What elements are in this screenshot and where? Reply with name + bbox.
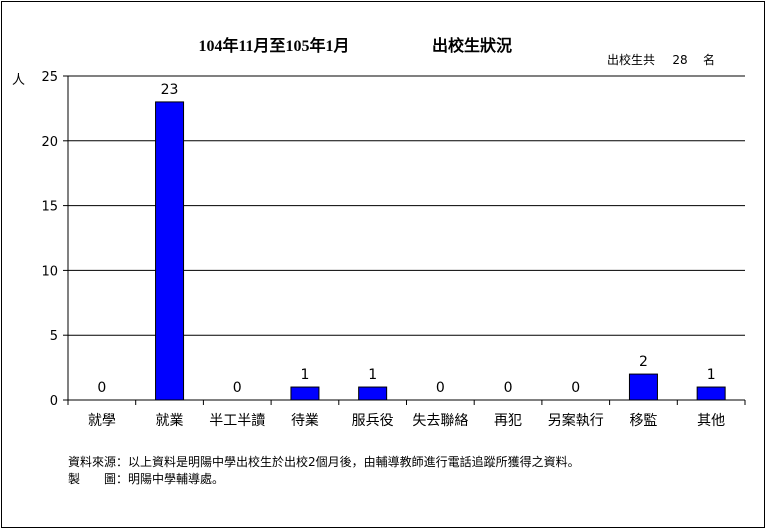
bar (358, 386, 388, 401)
y-tick-label: 10 (41, 264, 58, 279)
data-label: 2 (639, 354, 648, 370)
x-tick-label: 服兵役 (352, 413, 394, 429)
maker-note: 製 圖：明陽中學輔導處。 (68, 471, 224, 486)
chart-title: 104年11月至105年1月 (198, 36, 349, 55)
data-label: 0 (436, 380, 445, 396)
data-label: 0 (97, 380, 106, 396)
y-axis-label: 人 (12, 73, 25, 88)
x-tick-label: 另案執行 (548, 412, 604, 429)
total-value: 28 (672, 53, 687, 67)
bar (628, 373, 658, 401)
axes (63, 75, 746, 405)
y-tick-label: 0 (50, 394, 58, 409)
x-tick-labels: 就學 就業 半工半讀 待業 服兵役 失去聯絡 再犯 另案執行 移監 其他 (88, 412, 725, 429)
data-label: 0 (504, 380, 513, 396)
source-note: 資料來源：以上資料是明陽中學出校生於出校2個月後，由輔導教師進行電話追蹤所獲得之… (68, 454, 580, 469)
y-tick-labels: 0 5 10 15 20 25 (41, 70, 58, 409)
y-tick-label: 5 (50, 329, 58, 344)
data-label: 1 (707, 367, 716, 383)
x-tick-label: 其他 (697, 413, 725, 429)
x-tick-label: 就業 (156, 413, 184, 429)
data-label: 0 (571, 380, 580, 396)
data-labels: 0 23 0 1 1 0 0 0 2 1 (97, 82, 715, 396)
total-unit: 名 (703, 52, 715, 67)
y-tick-label: 20 (41, 135, 58, 150)
data-label: 1 (368, 367, 377, 383)
data-label: 1 (300, 367, 309, 383)
x-tick-label: 待業 (291, 413, 319, 429)
data-label: 23 (161, 82, 179, 98)
x-tick-label: 失去聯絡 (412, 413, 468, 429)
x-tick-label: 半工半讀 (209, 413, 265, 429)
total-label: 出校生共 (607, 52, 655, 67)
y-tick-label: 25 (41, 70, 58, 85)
x-tick-label: 移監 (629, 412, 657, 429)
bar (155, 101, 185, 401)
bar (290, 386, 320, 401)
bar (696, 386, 726, 401)
y-tick-label: 15 (41, 200, 58, 215)
chart-subtitle: 出校生狀況 (432, 36, 512, 55)
x-tick-label: 再犯 (494, 413, 522, 429)
x-tick-label: 就學 (88, 413, 116, 429)
data-label: 0 (233, 380, 242, 396)
